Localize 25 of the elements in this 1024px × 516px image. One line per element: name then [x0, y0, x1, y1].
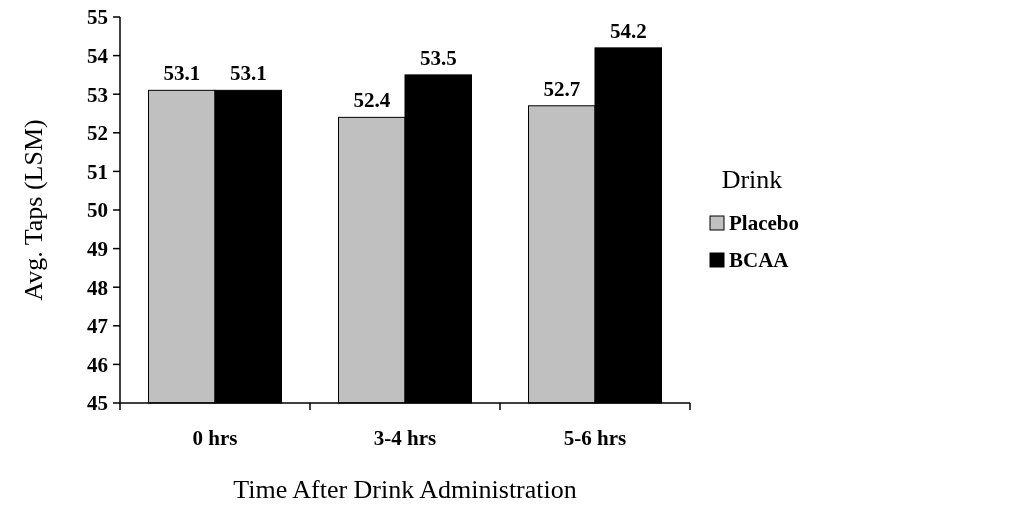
y-tick-label: 48: [87, 275, 108, 300]
y-tick-label: 49: [87, 236, 108, 261]
y-tick-label: 53: [87, 82, 108, 107]
data-label: 53.5: [419, 45, 457, 70]
x-tick-label: 3-4 hrs: [373, 426, 437, 450]
y-tick-label: 52: [87, 121, 108, 146]
legend-title: Drink: [721, 165, 783, 194]
x-axis-title: Time After Drink Administration: [233, 475, 577, 504]
y-tick-label: 50: [87, 198, 108, 223]
data-label: 53.1: [229, 61, 267, 86]
y-axis-title: Avg. Taps (LSM): [19, 119, 48, 301]
x-tick-label: 0 hrs: [192, 426, 238, 450]
data-label: 53.1: [163, 61, 201, 86]
y-tick-label: 45: [87, 391, 108, 416]
data-label: 52.7: [543, 76, 581, 101]
y-tick-label: 54: [87, 43, 109, 68]
data-label: 52.4: [353, 88, 391, 113]
y-tick-label: 51: [87, 159, 108, 184]
data-label: 54.2: [609, 18, 647, 43]
y-tick-label: 46: [87, 352, 108, 377]
x-tick-label: 5-6 hrs: [563, 426, 627, 450]
y-tick-label: 55: [87, 5, 108, 30]
legend-label: Placebo: [729, 211, 799, 236]
y-tick-label: 47: [87, 314, 108, 339]
legend-label: BCAA: [729, 248, 790, 273]
